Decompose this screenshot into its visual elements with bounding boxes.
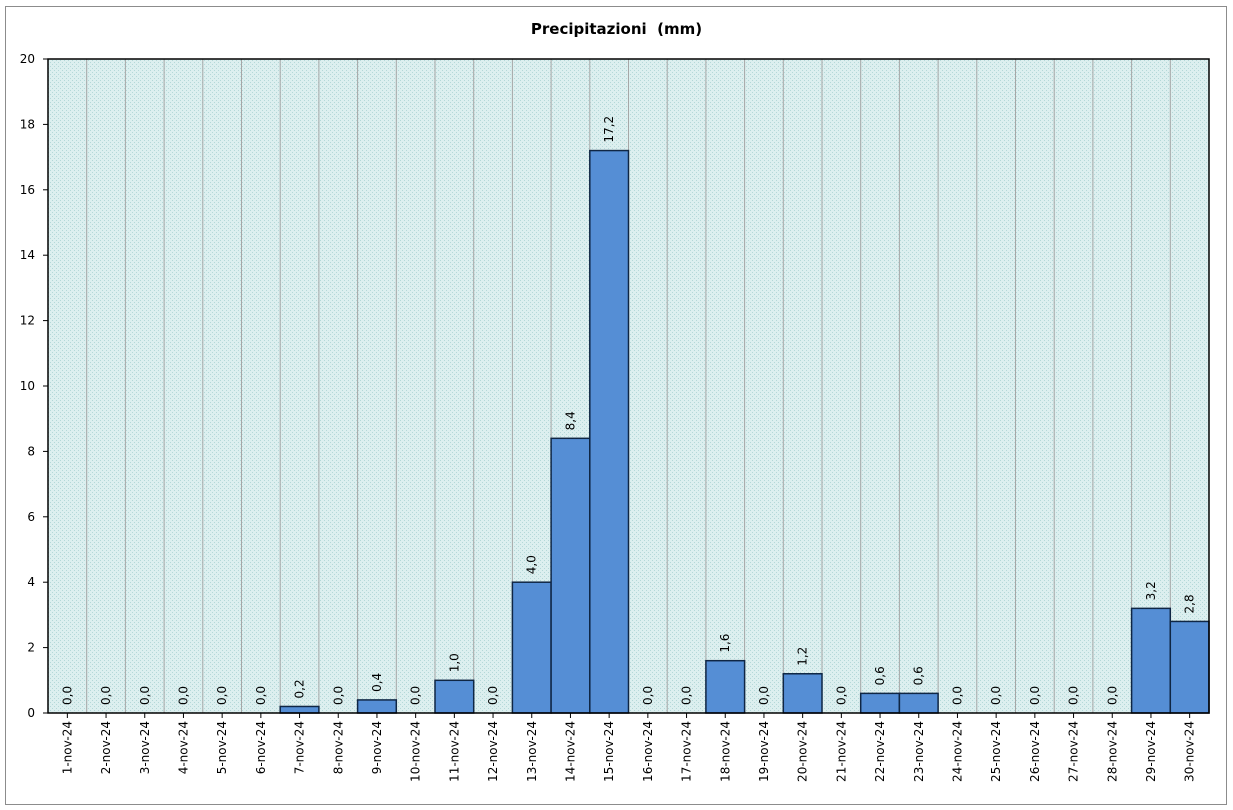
bar [1130, 607, 1172, 714]
x-tick-label: 22-nov-24 [873, 721, 887, 782]
bar [356, 699, 398, 714]
x-tick-label: 8-nov-24 [331, 721, 345, 774]
data-label: 0,0 [641, 686, 655, 705]
y-tick-label: 16 [20, 183, 35, 197]
x-tick-label: 1-nov-24 [60, 721, 74, 774]
data-label: 0,0 [834, 686, 848, 705]
data-label: 4,0 [525, 555, 539, 574]
y-tick-label: 2 [27, 641, 35, 655]
data-label: 0,2 [293, 679, 307, 698]
bar [859, 692, 901, 714]
plot-border [47, 58, 1210, 714]
data-label: 0,0 [331, 686, 345, 705]
bar [434, 679, 475, 714]
x-tick-label: 17-nov-24 [680, 721, 694, 782]
x-tick-label: 9-nov-24 [370, 721, 384, 774]
data-label: 0,0 [60, 686, 74, 705]
data-label: 0,6 [873, 666, 887, 685]
data-label: 0,0 [757, 686, 771, 705]
x-tick-label: 3-nov-24 [138, 721, 152, 774]
x-tick-label: 4-nov-24 [176, 721, 190, 774]
data-label: 1,2 [796, 647, 810, 666]
x-tick-label: 21-nov-24 [834, 721, 848, 782]
x-tick-label: 10-nov-24 [409, 721, 423, 782]
x-tick-label: 6-nov-24 [254, 721, 268, 774]
chart-title: Precipitazioni (mm) [530, 20, 703, 38]
data-label: 0,0 [680, 686, 694, 705]
bar [898, 692, 939, 714]
x-tick-label: 26-nov-24 [1028, 721, 1042, 782]
data-label: 2,8 [1183, 594, 1197, 613]
x-tick-label: 27-nov-24 [1067, 721, 1081, 782]
data-label: 1,0 [447, 653, 461, 672]
data-label: 8,4 [563, 411, 577, 430]
x-tick-label: 13-nov-24 [525, 721, 539, 782]
data-label: 0,0 [409, 686, 423, 705]
x-tick-label: 16-nov-24 [641, 721, 655, 782]
y-tick-label: 8 [27, 444, 35, 458]
bar [279, 705, 320, 714]
x-tick-label: 11-nov-24 [447, 721, 461, 782]
y-tick-label: 4 [27, 575, 35, 589]
bar [589, 149, 630, 714]
data-label: 1,6 [718, 634, 732, 653]
y-tick-label: 20 [20, 52, 35, 66]
x-tick-label: 24-nov-24 [950, 721, 964, 782]
data-label: 0,0 [989, 686, 1003, 705]
x-tick-label: 30-nov-24 [1183, 721, 1197, 782]
bar [782, 673, 823, 714]
y-tick-label: 12 [20, 314, 35, 328]
bar [511, 581, 552, 714]
data-label: 0,4 [370, 673, 384, 692]
data-label: 3,2 [1144, 581, 1158, 600]
data-label: 0,0 [1067, 686, 1081, 705]
y-tick-label: 14 [20, 248, 35, 262]
data-label: 0,0 [254, 686, 268, 705]
x-tick-label: 20-nov-24 [796, 721, 810, 782]
y-tick-label: 10 [20, 379, 35, 393]
bar [550, 437, 591, 714]
x-tick-label: 19-nov-24 [757, 721, 771, 782]
bar [705, 659, 746, 714]
x-tick-label: 12-nov-24 [486, 721, 500, 782]
data-label: 0,0 [486, 686, 500, 705]
y-tick-label: 0 [27, 706, 35, 720]
data-label: 0,0 [1105, 686, 1119, 705]
x-tick-label: 15-nov-24 [602, 721, 616, 782]
x-tick-label: 23-nov-24 [912, 721, 926, 782]
data-label: 0,0 [1028, 686, 1042, 705]
x-tick-label: 7-nov-24 [293, 721, 307, 774]
data-label: 0,0 [176, 686, 190, 705]
x-tick-label: 18-nov-24 [718, 721, 732, 782]
data-label: 0,0 [950, 686, 964, 705]
y-tick-label: 6 [27, 510, 35, 524]
data-label: 0,0 [138, 686, 152, 705]
x-tick-label: 28-nov-24 [1105, 721, 1119, 782]
x-tick-label: 2-nov-24 [99, 721, 113, 774]
data-label: 17,2 [602, 116, 616, 143]
x-tick-label: 5-nov-24 [215, 721, 229, 774]
x-tick-label: 14-nov-24 [563, 721, 577, 782]
data-label: 0,6 [912, 666, 926, 685]
data-label: 0,0 [215, 686, 229, 705]
x-tick-label: 29-nov-24 [1144, 721, 1158, 782]
x-tick-label: 25-nov-24 [989, 721, 1003, 782]
bar [1169, 620, 1210, 714]
y-tick-label: 18 [20, 117, 35, 131]
data-label: 0,0 [99, 686, 113, 705]
